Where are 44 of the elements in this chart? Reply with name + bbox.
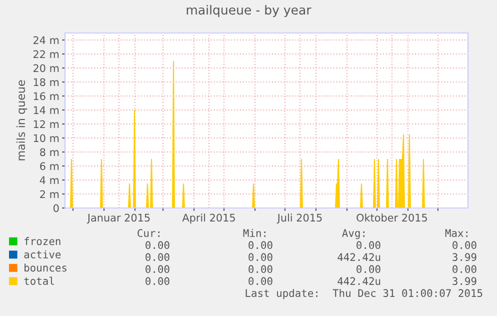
text: 0.00 — [146, 241, 170, 250]
legend-label: active — [24, 250, 61, 258]
text: 442.42u — [338, 253, 380, 262]
text: Last update: Thu Dec 31 01:00:07 2015 — [246, 288, 482, 300]
text: 442.42u — [338, 277, 380, 286]
text: 0.00 — [452, 241, 476, 250]
text: 0.00 — [452, 265, 476, 274]
y-tick-label: 0 — [54, 204, 59, 212]
text: 0.00 — [248, 253, 272, 262]
text: 0.00 — [146, 265, 170, 274]
y-tick-label: 24 m — [33, 36, 59, 44]
text: 0.00 — [248, 277, 272, 286]
text: Min: — [243, 228, 266, 237]
y-tick-label: 2 m — [40, 190, 59, 198]
y-tick-label: 8 m — [40, 148, 59, 156]
text: 0.00 — [146, 277, 170, 286]
text: 0.00 — [248, 265, 272, 274]
y-tick-label: 4 m — [40, 176, 59, 184]
text: 3.99 — [452, 277, 476, 286]
text: 0.00 — [248, 241, 272, 250]
y-tick-label: 20 m — [33, 64, 59, 72]
text: 3.99 — [452, 253, 476, 262]
text: 0.00 — [356, 265, 380, 274]
text: Cur: — [138, 229, 160, 238]
x-tick-label: Januar 2015 — [86, 214, 150, 224]
chart-title: mailqueue - by year — [186, 4, 312, 18]
y-tick-label: 6 m — [40, 162, 59, 170]
x-tick-label: Oktober 2015 — [356, 214, 427, 222]
y-tick-label: 18 m — [34, 78, 59, 86]
legend-label: bounces — [24, 264, 66, 272]
y-tick-label: 10 m — [34, 134, 59, 142]
y-tick-label: 12 m — [34, 120, 59, 128]
text: Max: — [445, 229, 468, 238]
legend-label: frozen — [24, 237, 60, 246]
text: 0.00 — [356, 241, 380, 250]
y-tick-label: 22 m — [33, 50, 59, 58]
legend-label: total — [24, 276, 54, 285]
y-axis-title: mails in queue — [16, 80, 28, 160]
x-tick-label: April 2015 — [182, 214, 235, 224]
text: 0.00 — [146, 253, 170, 262]
y-tick-label: 16 m — [34, 92, 59, 100]
x-tick-label: Juli 2015 — [276, 214, 322, 224]
y-tick-label: 14 m — [34, 106, 59, 114]
text: Avg: — [342, 229, 364, 240]
